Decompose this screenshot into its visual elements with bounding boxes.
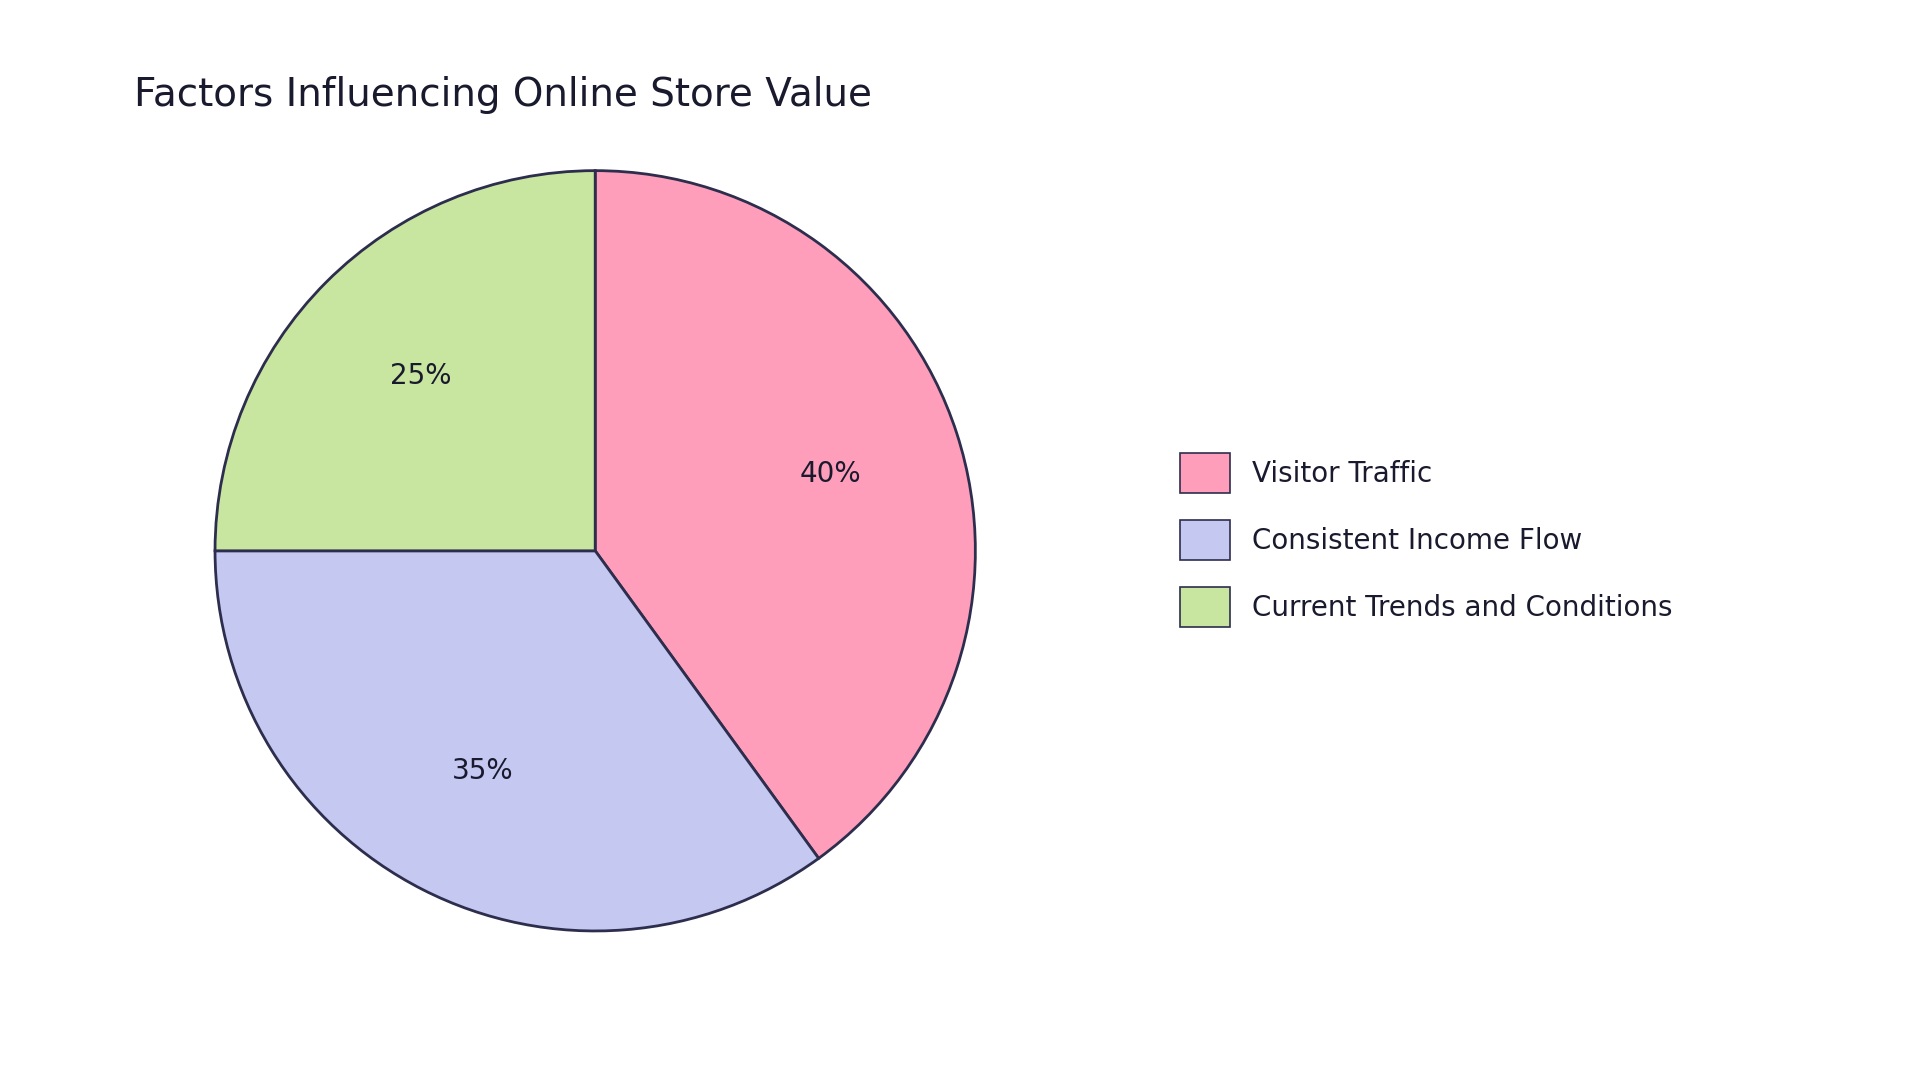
Wedge shape <box>215 171 595 551</box>
Text: 35%: 35% <box>453 757 515 785</box>
Wedge shape <box>215 551 818 931</box>
Text: 40%: 40% <box>799 460 860 488</box>
Text: 25%: 25% <box>390 362 451 390</box>
Wedge shape <box>595 171 975 859</box>
Text: Factors Influencing Online Store Value: Factors Influencing Online Store Value <box>134 76 872 113</box>
Legend: Visitor Traffic, Consistent Income Flow, Current Trends and Conditions: Visitor Traffic, Consistent Income Flow,… <box>1165 440 1686 640</box>
